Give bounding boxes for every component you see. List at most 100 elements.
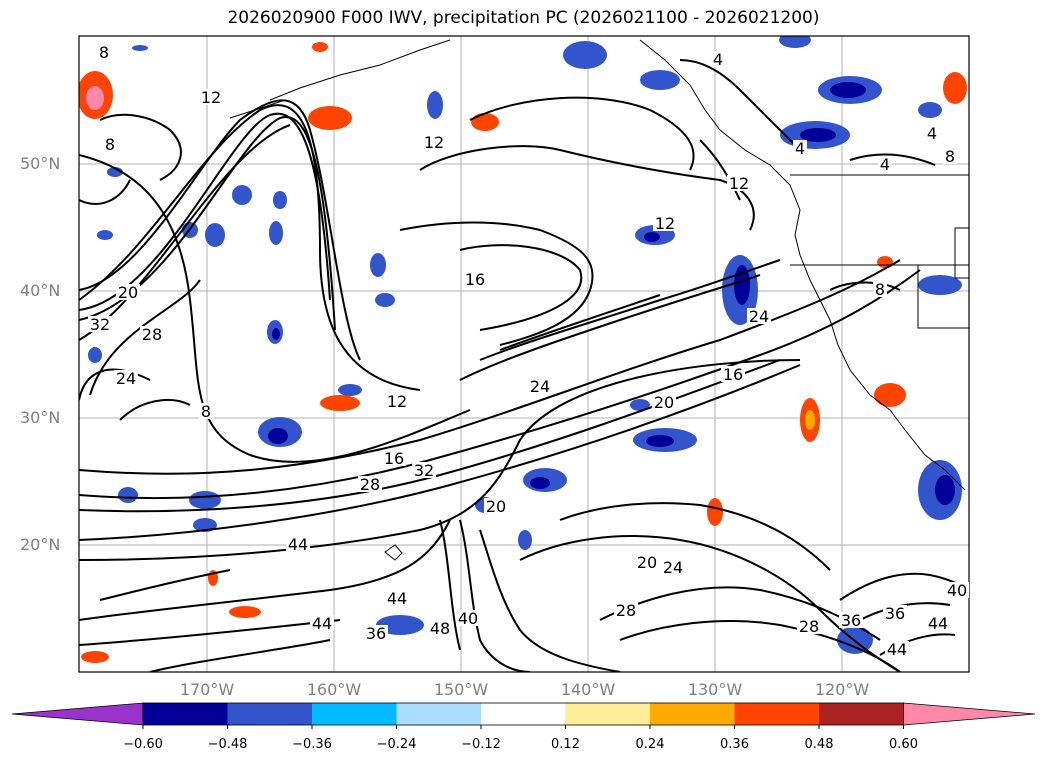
contour-label-bg-38 bbox=[943, 148, 957, 164]
contour-label-1: 12 bbox=[201, 88, 221, 107]
contour-label-bg-7 bbox=[114, 370, 138, 386]
colorbar-segment-2 bbox=[227, 703, 312, 725]
lon-label-0: 170°W bbox=[179, 680, 235, 699]
lat-label-2: 30°N bbox=[20, 408, 61, 427]
contour-label-34: 4 bbox=[713, 50, 723, 69]
contour-label-27: 40 bbox=[458, 609, 478, 628]
contour-label-4: 16 bbox=[465, 270, 485, 289]
contour-label-bg-15 bbox=[747, 308, 771, 324]
contour-label-0: 8 bbox=[99, 43, 109, 62]
contour-label-bg-1 bbox=[199, 89, 223, 105]
contour-label-bg-39 bbox=[925, 125, 939, 141]
contour-label-30: 28 bbox=[616, 601, 636, 620]
colorbar-segment-4 bbox=[396, 703, 481, 725]
contour-label-3: 8 bbox=[105, 135, 115, 154]
contour-label-26: 48 bbox=[430, 619, 450, 638]
lat-label-0: 50°N bbox=[20, 154, 61, 173]
contour-label-29: 36 bbox=[366, 624, 386, 643]
contour-label-bg-11 bbox=[199, 403, 213, 419]
colorbar-frame bbox=[142, 702, 904, 726]
contour-label-bg-4 bbox=[463, 271, 487, 287]
contour-label-42: 40 bbox=[947, 581, 967, 600]
contour-label-16: 28 bbox=[360, 475, 380, 494]
contour-label-bg-2 bbox=[422, 134, 446, 150]
contour-label-bg-10 bbox=[528, 378, 552, 394]
colorbar-tick-label-5: 0.12 bbox=[551, 737, 580, 752]
colorbar-tick-label-3: −0.24 bbox=[376, 737, 417, 752]
map-frame bbox=[78, 35, 970, 673]
contour-label-bg-33 bbox=[653, 215, 677, 231]
lon-label-5: 120°W bbox=[814, 680, 870, 699]
contour-label-28: 44 bbox=[312, 614, 332, 633]
contour-label-43: 44 bbox=[887, 640, 907, 659]
contour-label-41: 36 bbox=[885, 604, 905, 623]
contour-label-bg-19 bbox=[484, 498, 508, 514]
contour-label-12: 12 bbox=[729, 174, 749, 193]
contour-label-bg-24 bbox=[286, 536, 310, 552]
contour-label-8: 28 bbox=[142, 325, 162, 344]
contour-label-14: 20 bbox=[654, 393, 674, 412]
contour-label-bg-27 bbox=[456, 610, 480, 626]
map-content bbox=[79, 36, 969, 672]
colorbar-tick-label-0: −0.60 bbox=[123, 737, 163, 752]
lon-label-3: 140°W bbox=[560, 680, 616, 699]
contour-label-bg-14 bbox=[652, 394, 676, 410]
contour-label-39: 4 bbox=[927, 124, 937, 143]
contour-label-32: 24 bbox=[663, 558, 683, 577]
contour-label-24: 44 bbox=[288, 535, 308, 554]
contour-label-31: 20 bbox=[637, 553, 657, 572]
contour-label-bg-3 bbox=[103, 136, 117, 152]
lon-label-2: 150°W bbox=[433, 680, 489, 699]
map-title: 2026020900 F000 IWV, precipitation PC (2… bbox=[227, 8, 820, 28]
contour-label-bg-18 bbox=[382, 450, 406, 466]
contour-label-21: 28 bbox=[799, 617, 819, 636]
colorbar bbox=[11, 702, 1036, 729]
coastlines bbox=[229, 39, 969, 561]
contour-label-37: 4 bbox=[880, 155, 890, 174]
contour-label-bg-30 bbox=[614, 602, 638, 618]
lat-label-1: 40°N bbox=[20, 281, 61, 300]
colorbar-tick-label-2: −0.36 bbox=[292, 737, 332, 752]
contour-label-9: 32 bbox=[90, 315, 110, 334]
contour-label-2: 12 bbox=[424, 133, 444, 152]
colorbar-tick-label-7: 0.36 bbox=[720, 737, 749, 752]
colorbar-segment-7 bbox=[650, 703, 735, 725]
contour-label-bg-12 bbox=[727, 175, 751, 191]
colorbar-tick-label-6: 0.24 bbox=[635, 737, 665, 752]
colorbar-segment-3 bbox=[312, 703, 397, 725]
contour-label-bg-6 bbox=[116, 284, 140, 300]
contour-label-bg-21 bbox=[797, 618, 821, 634]
colorbar-extend-left bbox=[11, 702, 144, 726]
contour-labels: 8 12 12 8 16 12 20 24 28 32 24 8 12 16 20 24 28 32 16 20 24 2… bbox=[88, 43, 969, 659]
colorbar-tick-label-4: −0.12 bbox=[461, 737, 501, 752]
contour-label-19: 20 bbox=[486, 497, 506, 516]
contour-label-bg-31 bbox=[635, 554, 659, 570]
contour-label-bg-13 bbox=[721, 366, 745, 382]
contour-label-bg-9 bbox=[88, 316, 112, 332]
contour-label-bg-36 bbox=[873, 281, 887, 297]
contour-label-11: 8 bbox=[201, 402, 211, 421]
contour-label-5: 12 bbox=[387, 392, 407, 411]
colorbar-tick-label-1: −0.48 bbox=[207, 737, 248, 752]
precipitation-shading bbox=[79, 36, 967, 663]
contour-label-25: 44 bbox=[387, 589, 407, 608]
contour-label-bg-26 bbox=[428, 620, 452, 636]
contour-label-6: 20 bbox=[118, 283, 138, 302]
contour-label-17: 32 bbox=[414, 461, 434, 480]
iwv-contours bbox=[79, 59, 969, 672]
contour-label-40: 44 bbox=[928, 614, 948, 633]
contour-label-38: 8 bbox=[945, 147, 955, 166]
contour-label-bg-37 bbox=[878, 156, 892, 172]
contour-label-35: 4 bbox=[795, 139, 805, 158]
colorbar-segment-5 bbox=[481, 703, 566, 725]
contour-label-bg-32 bbox=[661, 559, 685, 575]
colorbar-tick-label-9: 0.60 bbox=[889, 737, 918, 752]
contour-label-7: 24 bbox=[116, 369, 136, 388]
contour-label-bg-28 bbox=[310, 615, 334, 631]
contour-label-bg-42 bbox=[945, 582, 969, 598]
lat-label-3: 20°N bbox=[20, 535, 61, 554]
colorbar-extend-right bbox=[903, 702, 1036, 726]
contour-label-33: 12 bbox=[655, 214, 675, 233]
contour-label-36: 8 bbox=[875, 280, 885, 299]
